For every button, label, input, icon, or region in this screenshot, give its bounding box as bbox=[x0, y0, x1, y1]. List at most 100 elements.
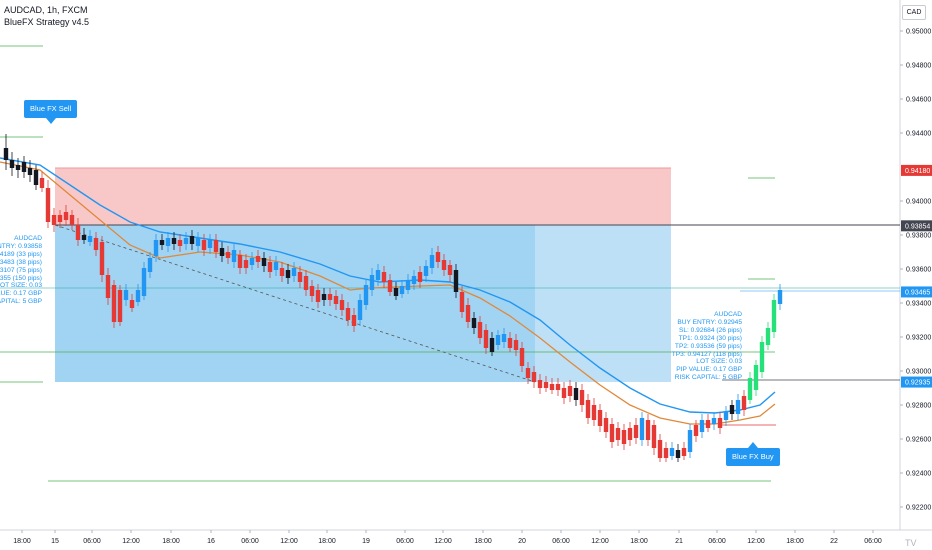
price-tick-label: 0.92400 bbox=[906, 471, 931, 478]
candle-body bbox=[747, 378, 753, 400]
candle-body bbox=[165, 238, 171, 246]
time-tick-label: 12:00 bbox=[747, 538, 765, 545]
candle-body bbox=[135, 290, 141, 302]
symbol-title[interactable]: AUDCAD, 1h, FXCM bbox=[4, 5, 88, 15]
candle-body bbox=[489, 338, 495, 352]
time-tick-label: 18:00 bbox=[318, 538, 336, 545]
buy-line: TP3: 0.94127 (118 pips) bbox=[671, 350, 742, 358]
candle-body bbox=[291, 268, 297, 276]
candle-body bbox=[15, 165, 21, 170]
candle-body bbox=[267, 262, 273, 272]
candle-body bbox=[621, 430, 627, 444]
sell-line: 2355 (150 pips) bbox=[0, 274, 42, 282]
price-label-box bbox=[901, 286, 932, 298]
candle-body bbox=[699, 420, 705, 432]
candle-body bbox=[237, 255, 243, 268]
time-tick-label: 18:00 bbox=[786, 538, 804, 545]
candle-body bbox=[309, 286, 315, 296]
candle-body bbox=[675, 450, 681, 458]
time-tick-label: 12:00 bbox=[591, 538, 609, 545]
price-tick-label: 0.95000 bbox=[906, 29, 931, 36]
candle-body bbox=[495, 335, 501, 345]
candle-body bbox=[225, 252, 231, 258]
candle-body bbox=[471, 318, 477, 328]
buy-line: TP2: 0.93536 (59 pips) bbox=[674, 342, 742, 350]
currency-button[interactable]: CAD bbox=[902, 5, 926, 20]
candle-body bbox=[363, 285, 369, 305]
candle-body bbox=[687, 430, 693, 452]
candle-body bbox=[627, 428, 633, 440]
candle-body bbox=[765, 328, 771, 345]
time-tick-label: 06:00 bbox=[83, 538, 101, 545]
candle-body bbox=[279, 268, 285, 276]
candle-body bbox=[249, 258, 255, 265]
candle-body bbox=[609, 424, 615, 442]
sell-line: 93483 (38 pips) bbox=[0, 258, 42, 266]
sell-line: ALUE: 0.17 GBP bbox=[0, 290, 42, 298]
buy-trade-info: AUDCAD BUY ENTRY: 0.92945 SL: 0.92684 (26 … bbox=[672, 311, 742, 382]
candle-body bbox=[663, 448, 669, 458]
candle-body bbox=[447, 265, 453, 275]
candle-body bbox=[51, 215, 57, 225]
candle-body bbox=[201, 240, 207, 250]
time-tick-label: 15 bbox=[51, 538, 59, 545]
ma-fast-line bbox=[0, 157, 776, 414]
candle-body bbox=[369, 275, 375, 290]
tradingview-logo-icon[interactable]: TV bbox=[905, 538, 917, 548]
candle-body bbox=[771, 300, 777, 332]
candle-body bbox=[285, 270, 291, 278]
candle-body bbox=[231, 250, 237, 262]
candle-body bbox=[507, 338, 513, 348]
candle-body bbox=[189, 236, 195, 244]
buy-signal-callout[interactable]: Blue FX Buy bbox=[726, 442, 780, 466]
candle-body bbox=[315, 290, 321, 302]
price-tick-label: 0.92600 bbox=[906, 437, 931, 444]
candle-body bbox=[147, 258, 153, 272]
strategy-title[interactable]: BlueFX Strategy v4.5 bbox=[4, 17, 90, 27]
stop-loss-zone bbox=[55, 168, 671, 225]
candle-body bbox=[303, 276, 309, 290]
candle-body bbox=[429, 255, 435, 268]
time-tick-label: 18:00 bbox=[13, 538, 31, 545]
candle-body bbox=[81, 235, 87, 240]
candle-body bbox=[357, 300, 363, 320]
candle-body bbox=[657, 440, 663, 458]
chart-legend: AUDCAD, 1h, FXCM BlueFX Strategy v4.5 bbox=[4, 4, 89, 28]
time-tick-label: 18:00 bbox=[630, 538, 648, 545]
candle-body bbox=[435, 252, 441, 262]
candle-body bbox=[381, 272, 387, 282]
candle-body bbox=[561, 388, 567, 398]
candle-body bbox=[321, 294, 327, 300]
sell-line: 93107 (75 pips) bbox=[0, 266, 42, 274]
candle-body bbox=[513, 340, 519, 350]
candle-body bbox=[327, 294, 333, 300]
price-tick-label: 0.93400 bbox=[906, 301, 931, 308]
candle-body bbox=[543, 382, 549, 388]
candle-body bbox=[645, 420, 651, 440]
candle-body bbox=[273, 262, 279, 270]
candle-body bbox=[549, 384, 555, 390]
candle-body bbox=[345, 308, 351, 320]
time-tick-label: 18:00 bbox=[474, 538, 492, 545]
candle-body bbox=[591, 405, 597, 420]
price-tick-label: 0.92200 bbox=[906, 505, 931, 512]
candle-body bbox=[579, 390, 585, 405]
price-tick-label: 0.93000 bbox=[906, 369, 931, 376]
sell-signal-callout[interactable]: Blue FX Sell bbox=[24, 100, 78, 124]
candle-body bbox=[711, 418, 717, 424]
candle-body bbox=[333, 296, 339, 304]
candle-body bbox=[597, 410, 603, 426]
candle-body bbox=[387, 280, 393, 292]
price-label-text: 0.93854 bbox=[905, 223, 930, 230]
candle-body bbox=[393, 288, 399, 296]
price-label-box bbox=[901, 220, 932, 232]
price-tick-label: 0.92800 bbox=[906, 403, 931, 410]
candle-body bbox=[3, 148, 9, 160]
candle-body bbox=[639, 418, 645, 440]
candle-body bbox=[39, 178, 45, 188]
candle-body bbox=[111, 285, 117, 322]
buy-line: SL: 0.92684 (26 pips) bbox=[678, 326, 742, 334]
buy-line: PIP VALUE: 0.17 GBP bbox=[676, 366, 742, 374]
